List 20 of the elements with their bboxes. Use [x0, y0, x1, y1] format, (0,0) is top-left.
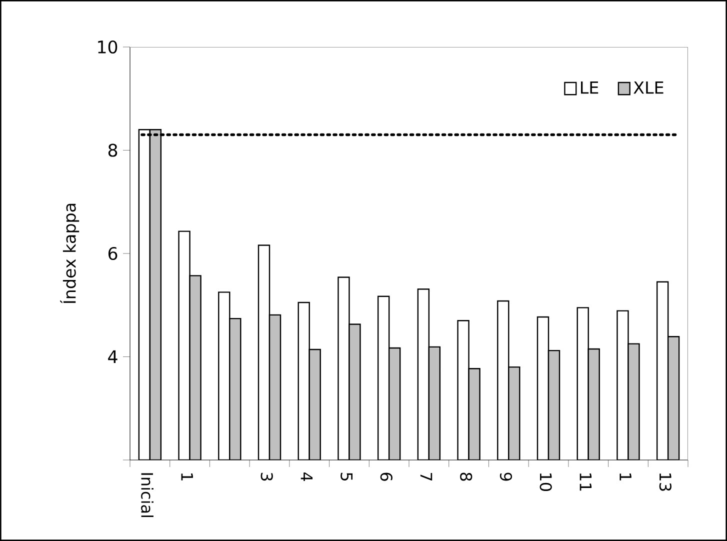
x-tick-label: Inicial [141, 473, 154, 518]
y-tick-label: 8 [108, 144, 118, 157]
x-tick-label: 11 [580, 473, 592, 491]
x-tick-label: 3 [260, 472, 273, 481]
x-tick-label: 7 [420, 473, 432, 480]
legend-label: LE [580, 82, 598, 94]
y-tick-label: 6 [108, 246, 118, 260]
x-tick-label: 10 [540, 473, 552, 491]
y-tick-label: 10 [98, 40, 118, 54]
x-tick-label: 6 [380, 472, 392, 481]
x-tick-label: 13 [659, 473, 672, 491]
x-tick-label: 8 [460, 472, 472, 481]
y-axis-title: Índex kappa [60, 204, 80, 304]
x-tick-label: 4 [300, 472, 313, 481]
x-tick-label: 9 [500, 472, 512, 481]
x-tick-label: 5 [340, 472, 352, 480]
x-tick-label: 1 [181, 473, 193, 480]
y-tick-label: 4 [108, 350, 118, 364]
x-tick-label: 1 [620, 473, 632, 480]
legend-label: XLE [634, 82, 664, 94]
